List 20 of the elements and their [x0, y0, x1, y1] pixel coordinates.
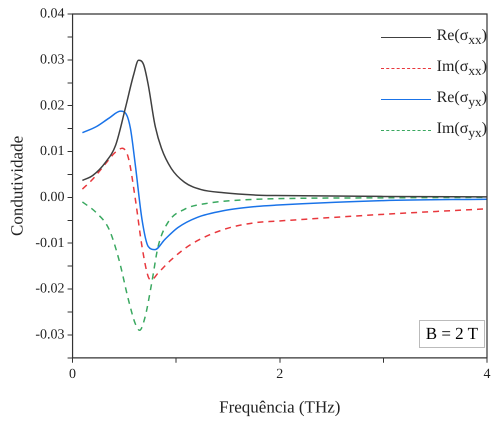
legend-label: Re(σ$_{yx}$): [436, 88, 487, 110]
y-axis-title: Condutividade: [8, 136, 27, 236]
x-tick-label: 4: [484, 366, 490, 382]
y-tick-label: -0.03: [35, 328, 65, 343]
line-series: [82, 110, 487, 250]
legend-label: Im(σ$_{yx}$): [436, 120, 487, 142]
legend-label: Re(σ$_{xx}$): [436, 26, 487, 48]
x-tick-label: 0: [69, 366, 76, 382]
y-tick-label: 0.02: [40, 98, 65, 114]
y-tick-label: -0.02: [35, 282, 65, 297]
y-tick-label: 0.01: [40, 144, 65, 160]
x-tick-label: 2: [276, 366, 284, 382]
annotation: B = 2 T: [418, 320, 485, 348]
y-tick-label: -0.01: [35, 236, 65, 251]
y-tick-label: 0.00: [40, 190, 65, 206]
line-series: [82, 60, 487, 198]
legend-label: Im(σ$_{xx}$): [436, 58, 487, 80]
y-tick-label: 0.04: [40, 6, 65, 22]
y-tick-label: 0.03: [40, 52, 65, 68]
x-axis-title: Frequência (THz): [219, 397, 340, 416]
